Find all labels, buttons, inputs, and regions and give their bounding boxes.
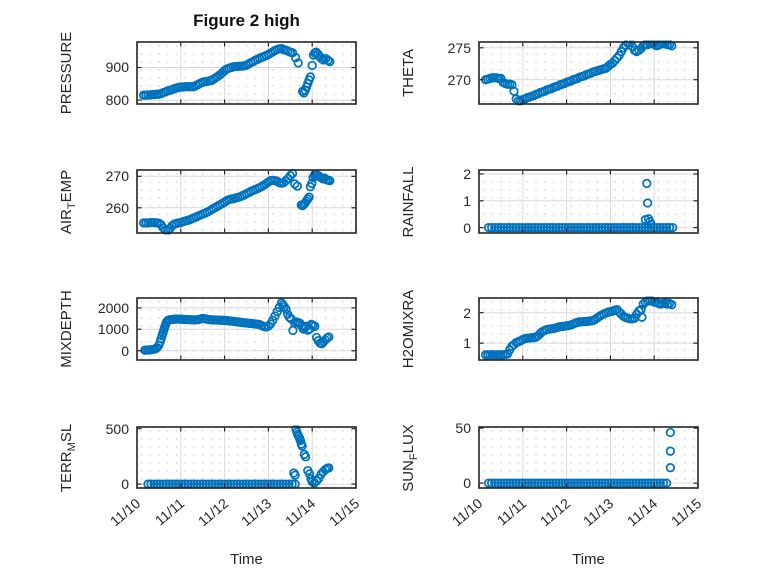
plot-area-theta — [478, 40, 699, 106]
y-axis-label-mixdepth: MIXDEPTH — [56, 254, 78, 404]
y-axis-label-text: TERR — [58, 450, 75, 492]
y-tick-label: 50 — [455, 420, 471, 437]
y-axis-label-text: PRESSURE — [58, 31, 75, 115]
y-tick-label: 260 — [105, 199, 129, 216]
y-tick-label: 0 — [121, 342, 129, 359]
y-tick-label: 1 — [463, 335, 471, 352]
y-tick-label: 270 — [105, 168, 129, 185]
y-axis-label-text: THETA — [400, 48, 417, 98]
plot-area-sun-flux — [478, 426, 699, 489]
data-points — [138, 168, 335, 235]
plot-area-terr-msl — [136, 425, 357, 489]
y-axis-label-theta: THETA — [398, 0, 420, 148]
y-axis-label-text: H2OMIXRA — [400, 289, 417, 369]
plot-area-mixdepth — [136, 297, 357, 361]
y-tick-label: 900 — [105, 59, 129, 76]
data-points — [480, 296, 677, 360]
y-tick-label: 1 — [463, 192, 471, 209]
y-tick-label: 0 — [463, 219, 471, 236]
y-axis-label-text: SUN — [400, 459, 417, 492]
y-axis-label-terr-msl: TERRMSL — [56, 383, 78, 533]
subplot-air-temp: 260 270 AIRTEMP — [58, 168, 357, 235]
y-tick-label: 270 — [447, 71, 471, 88]
x-axis-label-left: Time — [230, 551, 263, 568]
subplot-rainfall: 0 1 2 RAINFALL — [400, 166, 699, 237]
y-axis-label-subscript: M — [66, 441, 78, 451]
y-tick-label: 2000 — [97, 299, 129, 316]
subplot-mixdepth: 0 1000 2000 MIXDEPTH — [58, 290, 357, 368]
y-tick-label: 0 — [121, 476, 129, 493]
data-points — [138, 43, 335, 100]
subplot-theta: 270 275 THETA — [400, 40, 699, 106]
y-axis-label-pressure: PRESSURE — [56, 0, 78, 148]
y-axis-label-subscript: T — [66, 201, 78, 209]
y-axis-label-h2omixra: H2OMIXRA — [398, 254, 420, 404]
y-tick-label: 0 — [463, 475, 471, 492]
x-axis-label-right: Time — [572, 551, 605, 568]
y-axis-label-text: EMP — [58, 169, 75, 202]
y-axis-label-subscript: F — [408, 452, 420, 460]
subplot-terr-msl: 0 500 TERRMSL 11/10 11/11 11/12 11/13 11/14 11/1… — [58, 421, 362, 529]
y-tick-label: 800 — [105, 92, 129, 109]
data-points — [483, 178, 678, 233]
y-axis-label-sun-flux: SUNFLUX — [398, 383, 420, 533]
plot-area-air-temp — [136, 168, 357, 235]
subplot-h2omixra: 1 2 H2OMIXRA — [400, 290, 699, 368]
figure-title: Figure 2 high — [193, 11, 300, 30]
plot-area-h2omixra — [478, 296, 699, 361]
y-axis-label-text: MIXDEPTH — [58, 290, 75, 368]
plot-area-rainfall — [478, 169, 699, 234]
data-points — [140, 298, 334, 355]
subplot-pressure: 800 900 PRESSURE — [58, 32, 357, 114]
y-axis-label-text: SL — [58, 423, 75, 442]
y-axis-label-text: RAINFALL — [400, 166, 417, 237]
plot-area-pressure — [136, 41, 357, 105]
data-points — [483, 427, 676, 488]
y-tick-label: 2 — [463, 304, 471, 321]
y-axis-label-text: AIR — [58, 208, 75, 234]
y-tick-label: 500 — [105, 420, 129, 437]
y-tick-label: 1000 — [97, 321, 129, 338]
y-tick-label: 2 — [463, 166, 471, 183]
y-axis-label-text: LUX — [400, 423, 417, 453]
y-tick-label: 275 — [447, 39, 471, 56]
subplot-sun-flux: 0 50 SUNFLUX 11/10 11/11 11/12 11/13 11/14 11/15 — [400, 420, 704, 529]
